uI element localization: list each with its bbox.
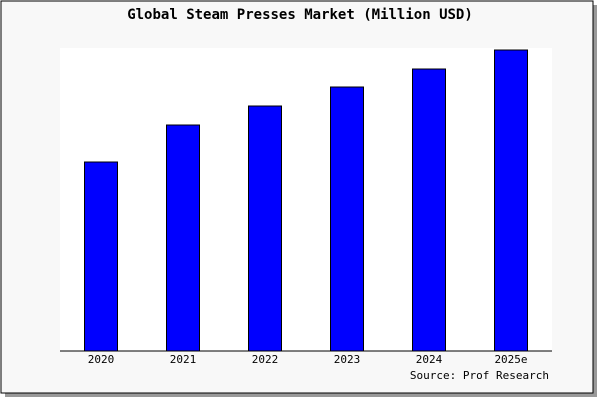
plot-area <box>60 48 552 351</box>
x-tick-label: 2020 <box>88 353 115 366</box>
chart-title: Global Steam Presses Market (Million USD… <box>127 7 473 23</box>
bar <box>494 49 528 352</box>
x-tick-label: 2022 <box>252 353 279 366</box>
bar <box>248 105 282 352</box>
x-tick-label: 2023 <box>334 353 361 366</box>
source-note: Source: Prof Research <box>410 369 549 382</box>
x-tick-label: 2021 <box>170 353 197 366</box>
bar <box>330 86 364 352</box>
bar <box>84 161 118 352</box>
x-tick-label: 2024 <box>416 353 443 366</box>
bar <box>166 124 200 352</box>
bar <box>412 68 446 352</box>
x-tick-label: 2025e <box>494 353 527 366</box>
